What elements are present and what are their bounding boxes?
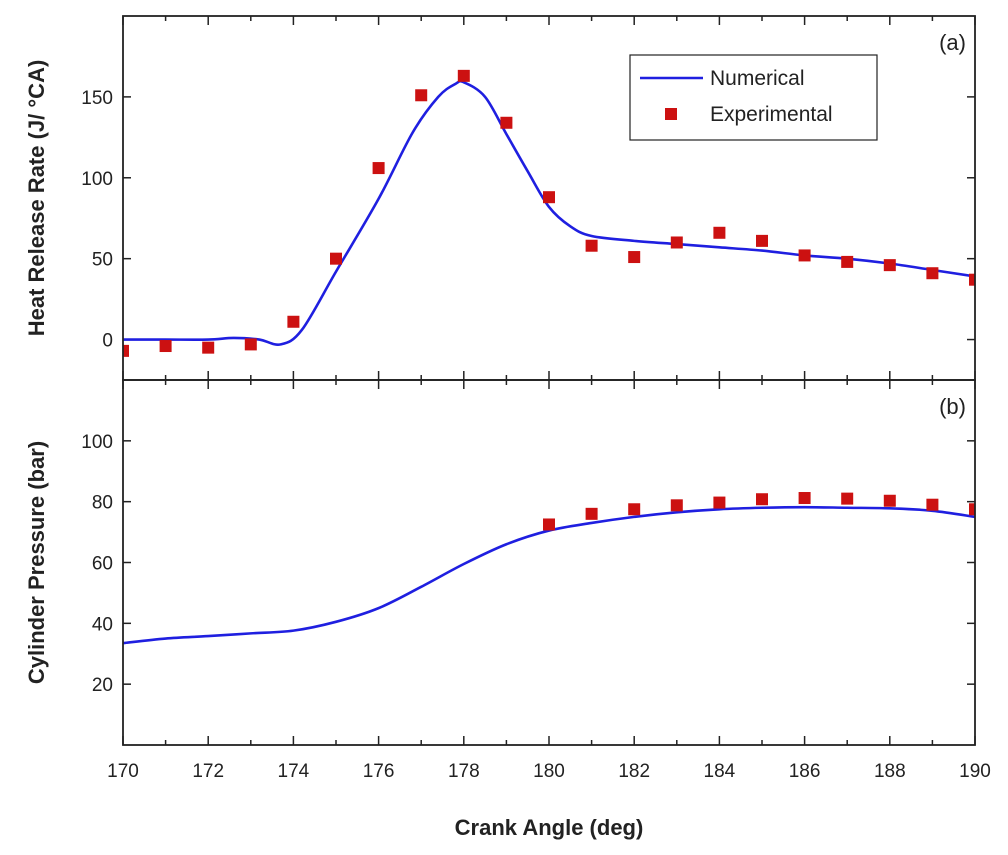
legend-swatch-marker — [665, 108, 677, 120]
legend-label: Experimental — [710, 103, 833, 126]
legend-box — [629, 54, 878, 141]
data-point-experimental — [415, 89, 428, 102]
series-line-numerical — [123, 79, 975, 347]
y-tick-label: 150 — [81, 88, 113, 109]
x-axis-title: Crank Angle (deg) — [455, 815, 644, 840]
x-tick-label: 172 — [192, 761, 224, 782]
series-line-numerical — [123, 505, 975, 645]
plot-frame — [122, 379, 976, 746]
x-tick-label: 178 — [448, 761, 480, 782]
x-tick-label: 174 — [278, 761, 310, 782]
data-point-experimental — [756, 493, 768, 506]
y-tick-label: 100 — [81, 432, 113, 453]
x-tick-label: 190 — [959, 761, 991, 782]
data-point-experimental — [543, 518, 555, 531]
data-point-experimental — [159, 340, 172, 353]
data-point-experimental — [244, 338, 257, 351]
legend: Numerical Experimental — [629, 54, 878, 141]
data-point-experimental — [457, 69, 470, 82]
data-point-experimental — [202, 341, 215, 354]
x-tick-label: 188 — [874, 761, 906, 782]
data-point-experimental — [585, 507, 598, 520]
data-point-experimental — [926, 267, 939, 280]
x-tick-label: 186 — [789, 761, 821, 782]
y-axis-title: Cylinder Pressure (bar) — [24, 441, 49, 684]
data-point-experimental — [123, 344, 129, 357]
data-point-experimental — [756, 234, 768, 247]
y-tick-label: 20 — [92, 675, 113, 696]
y-tick-label: 60 — [92, 554, 113, 575]
x-tick-label: 184 — [704, 761, 736, 782]
panel-label: (a) — [939, 30, 966, 55]
data-point-experimental — [585, 239, 598, 252]
data-point-experimental — [841, 492, 854, 505]
data-point-experimental — [670, 499, 683, 512]
panel-a: 0 50 100 150 Heat Release Rate (J/ °CA) (a) Nu… — [24, 15, 976, 381]
legend-label: Numerical — [710, 67, 805, 90]
panel-label: (b) — [939, 394, 966, 419]
data-point-experimental — [287, 315, 300, 328]
data-point-experimental — [628, 503, 641, 516]
data-point-experimental — [841, 255, 854, 268]
y-tick-label: 100 — [81, 169, 113, 190]
panel-b: 20 40 60 80 100 170 172 174 176 178 180 182 184 186 18… — [24, 379, 991, 840]
data-point-experimental — [798, 249, 811, 262]
y-tick-label: 0 — [102, 331, 113, 352]
data-point-experimental — [798, 492, 811, 505]
data-point-experimental — [713, 496, 726, 509]
data-point-experimental — [670, 236, 683, 249]
y-tick-label: 40 — [92, 614, 113, 635]
y-axis-title: Heat Release Rate (J/ °CA) — [24, 60, 49, 337]
data-point-experimental — [713, 226, 726, 239]
x-tick-label: 176 — [363, 761, 395, 782]
data-point-experimental — [543, 191, 555, 204]
data-point-experimental — [500, 116, 513, 129]
data-point-experimental — [969, 273, 975, 286]
data-point-experimental — [926, 498, 939, 511]
x-tick-label: 170 — [107, 761, 139, 782]
data-point-experimental — [883, 494, 896, 507]
x-tick-label: 182 — [618, 761, 650, 782]
data-point-experimental — [628, 251, 641, 264]
data-point-experimental — [372, 162, 385, 175]
data-point-experimental — [883, 259, 896, 272]
data-point-experimental — [330, 252, 342, 265]
data-point-experimental — [969, 503, 975, 516]
y-tick-label: 50 — [92, 250, 113, 271]
x-tick-label: 180 — [533, 761, 565, 782]
y-tick-label: 80 — [92, 493, 113, 514]
